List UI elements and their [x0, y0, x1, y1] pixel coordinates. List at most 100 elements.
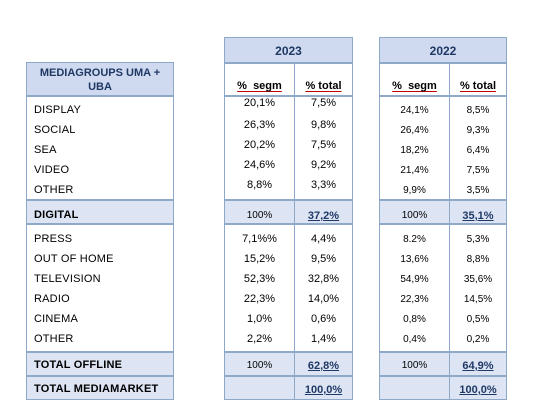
cell-2023-segm: 22,3% [243, 293, 276, 305]
total-mediamarket-label-cell [26, 376, 174, 400]
cell-2022-segm: 18,2% [400, 145, 429, 156]
col-2022-segm-offline-sum [379, 352, 450, 376]
cell-2023-total: 4,4% [310, 233, 337, 245]
cell-2022-segm: 100% [401, 360, 428, 371]
cell-2022-total: 64,9% [462, 360, 494, 372]
cell-2022-segm: 13,6% [400, 254, 429, 265]
group-header-cell [26, 62, 174, 96]
cell-2023-total: 37,2% [307, 210, 340, 222]
cell-2022-total: 7,5% [466, 165, 490, 176]
year-2022-header: 2022 [429, 44, 457, 58]
row-label: SEA [34, 144, 57, 156]
cell-2023-total: 62,8% [307, 360, 340, 372]
row-label: VIDEO [34, 164, 70, 176]
total-offline-label-cell [26, 352, 174, 376]
cell-2023-segm: 8,8% [246, 179, 273, 191]
col-2022-total-offline [449, 224, 507, 352]
col-2023-total-offline-sum [294, 352, 353, 376]
col-2023-segm-offline-sum [224, 352, 295, 376]
cell-2023-total: 1,4% [310, 333, 337, 345]
cell-2022-total: 5,3% [466, 234, 490, 245]
year-2023-cell [224, 37, 353, 63]
cell-2023-total: 9,5% [310, 253, 337, 265]
cell-2023-segm: 15,2% [243, 253, 276, 265]
col-2023-segm-digital-sum [224, 200, 295, 224]
col-2022-segm-market-sum [379, 376, 450, 400]
cell-2023-total: 9,8% [310, 119, 337, 131]
offline-label-block [26, 224, 174, 352]
col-2022-segm-digital [379, 96, 450, 200]
cell-2022-segm: 9,9% [403, 185, 426, 196]
cell-2023-segm: 26,3% [243, 119, 276, 131]
year-2022-cell [379, 37, 507, 63]
col-2023-segm-header: % segm [237, 80, 282, 92]
row-label: OTHER [34, 333, 74, 345]
cell-2022-segm: 8.2% [403, 234, 426, 245]
cell-2022-total: 8,5% [466, 105, 490, 116]
row-label: TOTAL MEDIAMARKET [34, 383, 159, 395]
year-2023-header: 2023 [275, 44, 302, 58]
col-2022-total-offline-sum [449, 352, 507, 376]
cell-2023-segm: 100% [246, 210, 273, 221]
cell-2023-total: 32,8% [307, 273, 340, 285]
row-label: OTHER [34, 184, 74, 196]
cell-2022-segm: 0,4% [403, 334, 426, 345]
col-2023-segm-market-sum [224, 376, 295, 400]
col-2023-segm-digital [224, 96, 295, 200]
row-label: OUT OF HOME [34, 253, 114, 265]
digital-label-block [26, 96, 174, 200]
col-2023-total-header: % total [305, 80, 342, 92]
row-label: DISPLAY [34, 104, 82, 116]
col-2023-segm-header-cell [224, 63, 295, 96]
cell-2022-total: 100,0% [459, 384, 497, 396]
row-label: PRESS [34, 233, 73, 245]
cell-2022-total: 9,3% [466, 125, 490, 136]
row-label: RADIO [34, 293, 70, 305]
group-header: MEDIAGROUPS UMA + UBA [39, 67, 161, 93]
cell-2023-total: 9,2% [310, 159, 337, 171]
cell-2023-segm: 20,1% [243, 97, 276, 109]
cell-2022-segm: 0,8% [403, 314, 426, 325]
col-2022-total-header: % total [459, 80, 497, 92]
cell-2023-segm: 52,3% [243, 273, 276, 285]
cell-2022-segm: 100% [401, 210, 428, 221]
col-2023-total-offline [294, 224, 353, 352]
col-2022-total-digital-sum [449, 200, 507, 224]
cell-2022-total: 0,5% [466, 314, 490, 325]
digital-label-cell [26, 200, 174, 224]
row-label: SOCIAL [34, 124, 76, 136]
col-2022-total-digital [449, 96, 507, 200]
col-2022-total-header-cell [449, 63, 507, 96]
cell-2022-total: 35,6% [463, 274, 493, 285]
cell-2022-total: 14,5% [463, 294, 493, 305]
row-label: TOTAL OFFLINE [34, 359, 123, 371]
row-label: DIGITAL [34, 209, 79, 221]
col-2022-total-market-sum [449, 376, 507, 400]
cell-2023-total: 7,5% [310, 97, 337, 109]
cell-2023-total: 0,6% [310, 313, 337, 325]
cell-2023-total: 100,0% [304, 384, 343, 396]
cell-2022-segm: 21,4% [400, 165, 429, 176]
col-2023-total-header-cell [294, 63, 353, 96]
cell-2022-segm: 22,3% [400, 294, 429, 305]
cell-2023-segm: 24,6% [243, 159, 276, 171]
cell-2023-segm: 7,1%% [242, 233, 277, 245]
row-label: CINEMA [34, 313, 78, 325]
cell-2022-total: 8,8% [466, 254, 490, 265]
row-label: TELEVISION [34, 273, 101, 285]
cell-2023-total: 14,0% [307, 293, 340, 305]
cell-2022-total: 35,1% [462, 210, 494, 222]
col-2022-segm-header-cell [379, 63, 450, 96]
cell-2023-total: 3,3% [310, 179, 337, 191]
col-2023-total-market-sum [294, 376, 353, 400]
col-2022-segm-header: % segm [392, 80, 437, 92]
cell-2022-segm: 54,9% [400, 274, 429, 285]
cell-2022-segm: 24,1% [400, 105, 429, 116]
cell-2022-segm: 26,4% [400, 125, 429, 136]
col-2023-total-digital [294, 96, 353, 200]
cell-2023-total: 7,5% [310, 139, 337, 151]
col-2023-total-digital-sum [294, 200, 353, 224]
cell-2022-total: 3,5% [466, 185, 490, 196]
cell-2022-total: 0,2% [466, 334, 490, 345]
col-2023-segm-offline [224, 224, 295, 352]
